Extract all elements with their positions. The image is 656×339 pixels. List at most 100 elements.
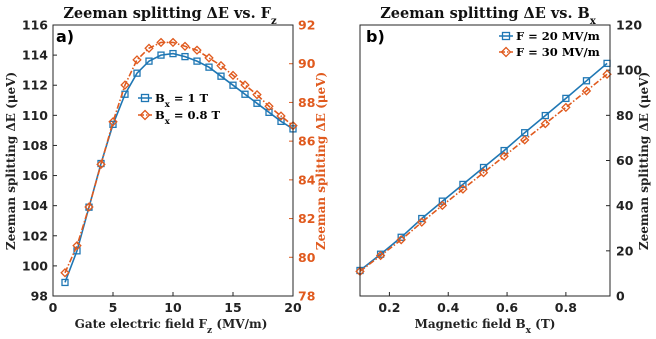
panel-a-series-1-point	[132, 55, 142, 65]
panel-a-y-tick-label: 102	[22, 228, 48, 243]
legend-label-bx-08t: Bx = 0.8 T	[155, 108, 220, 127]
panel-a-series-1-point	[240, 80, 250, 90]
panel-a-series-0-point	[205, 63, 213, 71]
panel-b-y-tick-label: 20	[616, 243, 634, 258]
panel-a-y-tick-label: 116	[22, 18, 48, 33]
legend-label-f20: F = 20 MV/m	[516, 29, 600, 43]
panel-a-label: a)	[56, 27, 74, 46]
panel-a-series-1-point	[204, 53, 214, 63]
panel-a-x-tick-label: 0	[49, 300, 58, 315]
panel-a-x-tick-label: 20	[284, 300, 302, 315]
panel-a-series-1-point	[144, 43, 154, 53]
panel-a-series-0-point	[193, 57, 201, 65]
legend-swatch-marker-bx-08t	[139, 109, 151, 121]
panel-b-plot-area: 0.2 0.4 0.6 0.8 0 20 40 60 80 100 120	[355, 18, 642, 315]
panel-b-y-tick-label: 60	[616, 153, 634, 168]
panel-a-right-y-tick-label: 88	[298, 95, 315, 110]
panel-a-series-0-point	[217, 72, 225, 80]
panel-a-plot-area: 0 5 10 15 20 98 100 102 104 106 108 110 112 114 116 78 8…	[22, 18, 316, 316]
panel-a-x-tick-label: 10	[164, 300, 182, 315]
panel-b-x-axis-label: Magnetic field Bx (T)	[415, 317, 556, 336]
panel-b-series-1-point	[519, 135, 530, 145]
panel-b-label: b)	[366, 27, 385, 46]
panel-a-right-y-tick-label: 82	[298, 211, 315, 226]
panel-a-series-1-line	[64, 41, 294, 274]
panel-a-right-y-tick-label: 80	[298, 250, 316, 265]
panel-a-series-1-point	[180, 41, 190, 52]
panel-b-series-0-point	[562, 94, 570, 103]
panel-a-right-y-tick-label: 92	[298, 18, 315, 33]
panel-b-series-0-point	[418, 214, 426, 223]
panel-b-legend: F = 20 MV/m F = 30 MV/m	[499, 29, 600, 59]
legend-swatch-marker-bx-1t	[140, 93, 150, 103]
panel-b-series-1-point	[499, 151, 509, 161]
panel-a-series-1-point	[156, 37, 166, 48]
panel-a-series-0-point	[253, 99, 261, 107]
panel-a-series-0-point	[133, 69, 141, 77]
panel-a-series-1-point	[72, 240, 82, 251]
panel-a-title: Zeeman splitting ΔE vs. Fz	[63, 5, 277, 27]
panel-a: Zeeman splitting ΔE vs. Fz 0 5 10 15 20 98 100…	[4, 5, 328, 336]
legend-label-f30: F = 30 MV/m	[516, 45, 600, 59]
panel-a-series-0-point	[157, 51, 165, 59]
panel-a-series-1-point	[276, 111, 286, 121]
panel-b-y-tick-label: 40	[616, 198, 634, 213]
legend-swatch-marker-f30	[500, 46, 512, 58]
panel-b-y-tick-label: 80	[616, 108, 634, 123]
panel-a-series-0-point	[277, 117, 285, 126]
panel-b-series-0-point	[459, 180, 467, 189]
panel-b-series-1-point	[396, 235, 406, 245]
panel-a-series-0-point	[241, 90, 249, 98]
panel-b-series-0-point	[479, 163, 488, 172]
panel-a-series-0-point	[169, 49, 177, 58]
panel-a-y-axis-label: Zeeman splitting ΔE (μeV)	[4, 72, 18, 250]
panel-b-series-1-point	[540, 118, 551, 129]
panel-b-title: Zeeman splitting ΔE vs. Bx	[380, 5, 597, 27]
panel-a-y-tick-label: 114	[22, 48, 48, 63]
panel-a-frame	[52, 24, 294, 297]
panel-a-y-tick-label: 112	[22, 78, 48, 93]
panel-b-frame	[359, 24, 611, 297]
panel-b-series-0-point	[603, 59, 611, 68]
panel-a-series-0-point	[229, 81, 237, 89]
panel-a-y-tick-label: 108	[22, 138, 48, 153]
panel-a-right-y-tick-label: 84	[298, 172, 316, 187]
panel-a-y-tick-label: 106	[22, 168, 48, 183]
panel-b-series-0-point	[438, 197, 447, 205]
panel-a-x-tick-label: 15	[224, 300, 241, 315]
panel-a-x-tick-label: 5	[109, 300, 118, 315]
panel-a-series-1-point	[168, 37, 178, 48]
panel-b-series-1-point	[375, 250, 386, 261]
panel-b-series-1-line	[359, 73, 608, 273]
panel-a-right-y-axis-label: Zeeman splitting ΔE (μeV)	[314, 72, 328, 250]
panel-b-series-0-point	[500, 146, 508, 155]
panel-a-right-y-tick-label: 78	[298, 289, 315, 304]
panel-a-series-0-point	[181, 52, 189, 61]
panel-b: Zeeman splitting ΔE vs. Bx 0.2 0.4 0.6 0.80…	[355, 5, 651, 336]
panel-b-series-1-point	[458, 184, 468, 194]
panel-a-series-1-point	[108, 117, 118, 127]
panel-a-y-tick-label: 100	[22, 258, 48, 273]
panel-b-series-1-point	[417, 217, 427, 227]
panel-a-series-1-point	[228, 70, 238, 81]
panel-a-y-tick-label: 104	[22, 198, 48, 213]
panel-a-series-0-point	[145, 57, 153, 65]
panel-a-right-y-tick-label: 90	[298, 56, 316, 71]
panel-a-y-tick-label: 110	[22, 108, 48, 123]
panel-b-x-tick-label: 0.4	[437, 300, 459, 315]
panel-a-series-1-point	[120, 80, 130, 90]
panel-a-series-1-point	[216, 60, 226, 71]
panel-a-series-1-point	[192, 45, 202, 55]
panel-b-y-tick-label: 120	[616, 18, 642, 33]
panel-b-series-0-point	[521, 129, 529, 137]
panel-a-legend: Bx = 1 T Bx = 0.8 T	[138, 91, 220, 127]
panel-b-series-1-point	[581, 86, 592, 96]
panel-a-y-tick-label: 98	[31, 289, 48, 304]
panel-a-series-1-point	[96, 159, 106, 170]
panel-b-series-1-point	[437, 200, 448, 211]
panel-b-x-tick-label: 0.8	[555, 300, 577, 315]
panel-a-right-y-tick-label: 86	[298, 134, 316, 149]
panel-a-x-axis-label: Gate electric field Fz (MV/m)	[75, 317, 268, 336]
panel-a-series-1-point	[252, 89, 262, 100]
